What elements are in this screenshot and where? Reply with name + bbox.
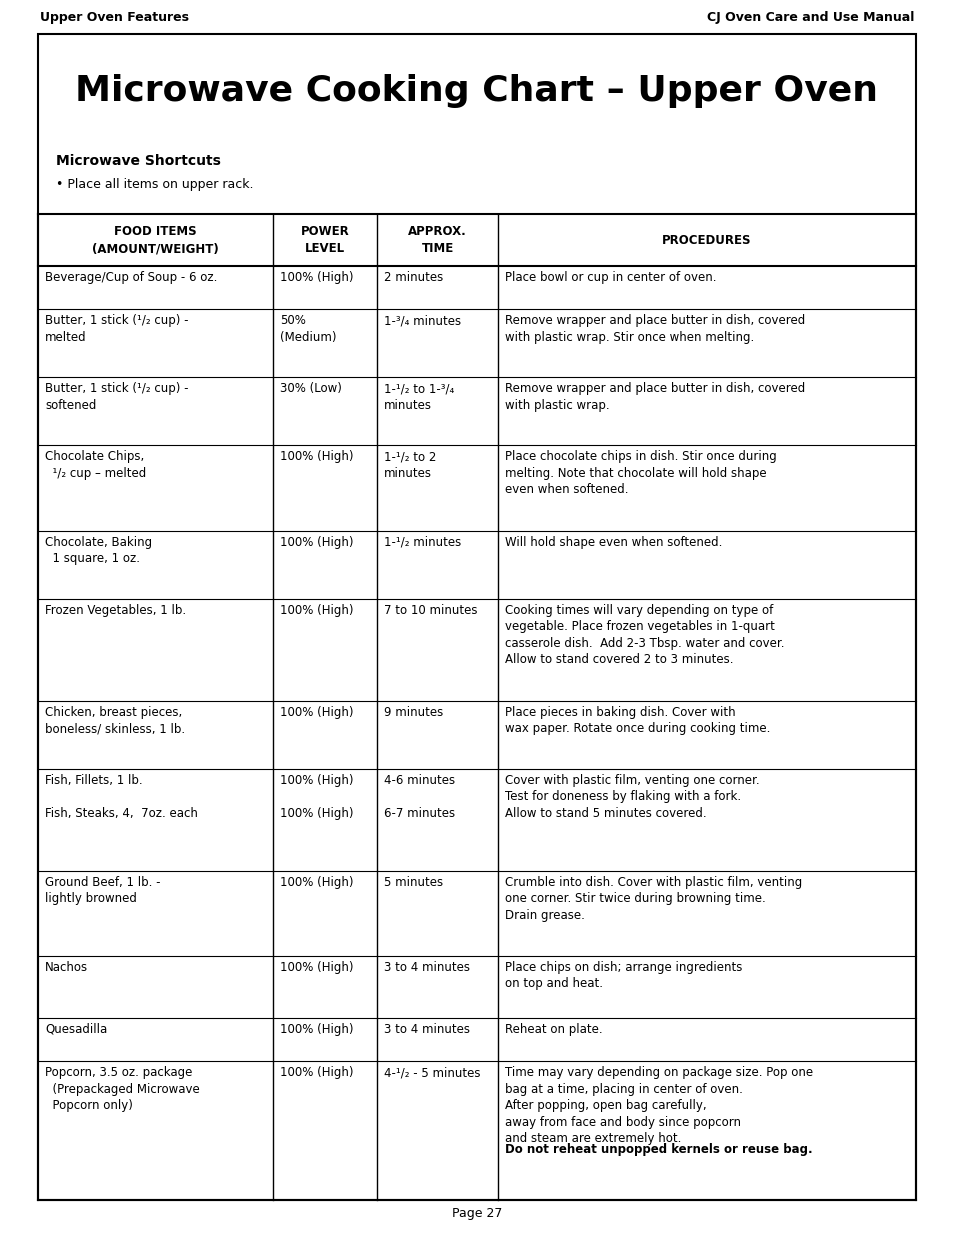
- Text: 9 minutes: 9 minutes: [383, 705, 443, 719]
- Text: CJ Oven Care and Use Manual: CJ Oven Care and Use Manual: [706, 11, 913, 25]
- Text: 7 to 10 minutes: 7 to 10 minutes: [383, 604, 476, 616]
- Text: Butter, 1 stick (¹/₂ cup) -
softened: Butter, 1 stick (¹/₂ cup) - softened: [45, 383, 189, 412]
- Text: 50%
(Medium): 50% (Medium): [280, 315, 336, 343]
- Text: 100% (High): 100% (High): [280, 876, 354, 889]
- Text: 100% (High): 100% (High): [280, 270, 354, 284]
- Text: 1-¹/₂ to 1-³/₄
minutes: 1-¹/₂ to 1-³/₄ minutes: [383, 383, 454, 412]
- Text: Crumble into dish. Cover with plastic film, venting
one corner. Stir twice durin: Crumble into dish. Cover with plastic fi…: [504, 876, 801, 921]
- Text: Place chips on dish; arrange ingredients
on top and heat.: Place chips on dish; arrange ingredients…: [504, 961, 741, 990]
- Text: 100% (High): 100% (High): [280, 1066, 354, 1079]
- Text: Chicken, breast pieces,
boneless/ skinless, 1 lb.: Chicken, breast pieces, boneless/ skinle…: [45, 705, 185, 735]
- Text: 3 to 4 minutes: 3 to 4 minutes: [383, 961, 470, 974]
- Text: POWER
LEVEL: POWER LEVEL: [300, 225, 349, 254]
- Text: FOOD ITEMS
(AMOUNT/WEIGHT): FOOD ITEMS (AMOUNT/WEIGHT): [92, 225, 219, 254]
- Text: Ground Beef, 1 lb. -
lightly browned: Ground Beef, 1 lb. - lightly browned: [45, 876, 160, 905]
- Text: Popcorn, 3.5 oz. package
  (Prepackaged Microwave
  Popcorn only): Popcorn, 3.5 oz. package (Prepackaged Mi…: [45, 1066, 200, 1113]
- Text: 100% (High): 100% (High): [280, 451, 354, 463]
- Text: 4-¹/₂ - 5 minutes: 4-¹/₂ - 5 minutes: [383, 1066, 480, 1079]
- Text: 1-³/₄ minutes: 1-³/₄ minutes: [383, 315, 460, 327]
- Text: • Place all items on upper rack.: • Place all items on upper rack.: [56, 178, 253, 191]
- Text: 4-6 minutes

6-7 minutes: 4-6 minutes 6-7 minutes: [383, 774, 455, 820]
- Text: Will hold shape even when softened.: Will hold shape even when softened.: [504, 536, 721, 548]
- Text: Frozen Vegetables, 1 lb.: Frozen Vegetables, 1 lb.: [45, 604, 186, 616]
- Text: Reheat on plate.: Reheat on plate.: [504, 1023, 602, 1036]
- Text: Microwave Shortcuts: Microwave Shortcuts: [56, 154, 221, 168]
- Text: Butter, 1 stick (¹/₂ cup) -
melted: Butter, 1 stick (¹/₂ cup) - melted: [45, 315, 189, 343]
- Text: Cover with plastic film, venting one corner.
Test for doneness by flaking with a: Cover with plastic film, venting one cor…: [504, 774, 759, 820]
- Text: Fish, Fillets, 1 lb.

Fish, Steaks, 4,  7oz. each: Fish, Fillets, 1 lb. Fish, Steaks, 4, 7o…: [45, 774, 198, 820]
- Text: 3 to 4 minutes: 3 to 4 minutes: [383, 1023, 470, 1036]
- Text: 5 minutes: 5 minutes: [383, 876, 442, 889]
- Text: Quesadilla: Quesadilla: [45, 1023, 108, 1036]
- Text: 100% (High): 100% (High): [280, 604, 354, 616]
- Text: Chocolate, Baking
  1 square, 1 oz.: Chocolate, Baking 1 square, 1 oz.: [45, 536, 152, 566]
- Text: Do not reheat unpopped kernels or reuse bag.: Do not reheat unpopped kernels or reuse …: [504, 1142, 812, 1156]
- Text: PROCEDURES: PROCEDURES: [661, 233, 751, 247]
- Text: 100% (High): 100% (High): [280, 705, 354, 719]
- Text: Nachos: Nachos: [45, 961, 89, 974]
- Text: Page 27: Page 27: [452, 1207, 501, 1220]
- Text: Place pieces in baking dish. Cover with
wax paper. Rotate once during cooking ti: Place pieces in baking dish. Cover with …: [504, 705, 770, 735]
- Text: Time may vary depending on package size. Pop one
bag at a time, placing in cente: Time may vary depending on package size.…: [504, 1066, 812, 1145]
- Text: Microwave Cooking Chart – Upper Oven: Microwave Cooking Chart – Upper Oven: [75, 74, 878, 107]
- Text: 100% (High): 100% (High): [280, 1023, 354, 1036]
- Text: 100% (High): 100% (High): [280, 961, 354, 974]
- Text: Chocolate Chips,
  ¹/₂ cup – melted: Chocolate Chips, ¹/₂ cup – melted: [45, 451, 146, 480]
- Text: 100% (High): 100% (High): [280, 536, 354, 548]
- Text: Upper Oven Features: Upper Oven Features: [40, 11, 189, 25]
- Text: 1-¹/₂ to 2
minutes: 1-¹/₂ to 2 minutes: [383, 451, 436, 480]
- Text: Place chocolate chips in dish. Stir once during
melting. Note that chocolate wil: Place chocolate chips in dish. Stir once…: [504, 451, 776, 496]
- Text: Remove wrapper and place butter in dish, covered
with plastic wrap. Stir once wh: Remove wrapper and place butter in dish,…: [504, 315, 804, 343]
- Text: 1-¹/₂ minutes: 1-¹/₂ minutes: [383, 536, 460, 548]
- Text: 30% (Low): 30% (Low): [280, 383, 342, 395]
- Text: APPROX.
TIME: APPROX. TIME: [408, 225, 466, 254]
- Text: Remove wrapper and place butter in dish, covered
with plastic wrap.: Remove wrapper and place butter in dish,…: [504, 383, 804, 412]
- Text: Beverage/Cup of Soup - 6 oz.: Beverage/Cup of Soup - 6 oz.: [45, 270, 217, 284]
- Text: Cooking times will vary depending on type of
vegetable. Place frozen vegetables : Cooking times will vary depending on typ…: [504, 604, 783, 666]
- Text: Place bowl or cup in center of oven.: Place bowl or cup in center of oven.: [504, 270, 716, 284]
- Text: 2 minutes: 2 minutes: [383, 270, 443, 284]
- Text: 100% (High)

100% (High): 100% (High) 100% (High): [280, 774, 354, 820]
